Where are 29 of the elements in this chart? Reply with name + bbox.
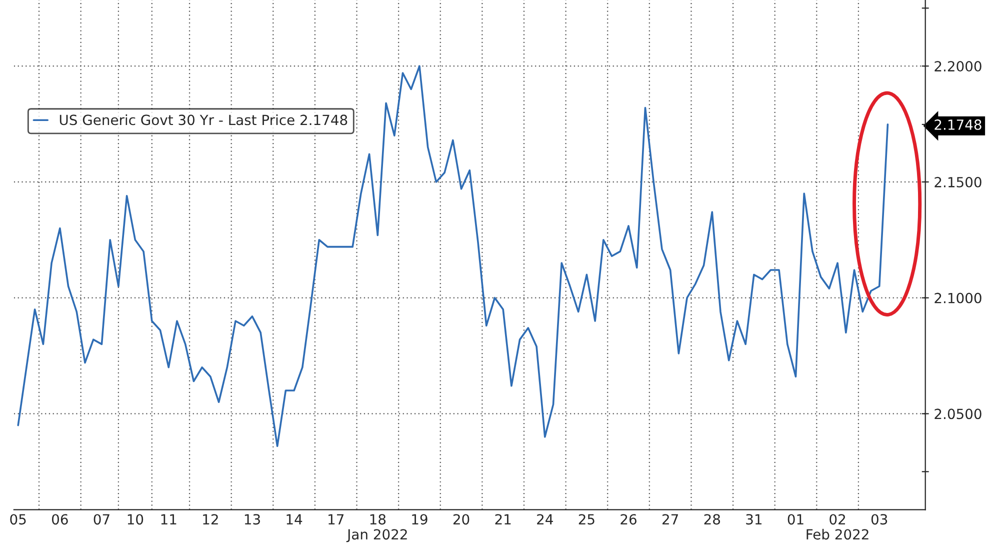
x-tick-label: 18 Jan 2022	[346, 514, 407, 542]
x-tick-label: 10	[128, 514, 144, 525]
x-tick-label: 27	[662, 514, 678, 524]
x-tick-label: 26	[620, 514, 636, 525]
y-tick-label: 2.1500	[934, 176, 982, 188]
x-tick-label: 03	[871, 514, 888, 525]
y-tick-label: 2.0500	[934, 408, 982, 420]
y-tick-label: 2.1000	[934, 292, 982, 304]
x-tick-label: 11	[161, 514, 176, 524]
x-tick-label: 25	[578, 514, 594, 525]
line-series	[17, 65, 889, 448]
x-tick-label: 31	[746, 514, 762, 525]
x-tick-label: 12	[203, 514, 218, 524]
x-tick-label: 20	[453, 514, 470, 525]
y-tick-label: 2.2000	[934, 61, 982, 72]
x-tick-label: 17	[328, 514, 344, 524]
x-tick-label: 24	[537, 514, 553, 524]
x-tick-label: 02 Feb 2022	[806, 514, 868, 540]
x-tick-label: 06	[52, 514, 68, 525]
x-tick-label: 07	[94, 514, 110, 525]
x-tick-label: 21	[495, 514, 511, 524]
x-tick-label: 01	[788, 514, 804, 525]
x-tick-label: 05	[10, 514, 26, 525]
x-tick-label: 28	[704, 514, 720, 525]
x-tick-label: 14	[286, 514, 302, 524]
x-tick-label: 19	[412, 514, 428, 525]
y-tick-label: 2.1748	[934, 119, 982, 130]
x-tick-label: 13	[244, 514, 260, 525]
legend-label: US Generic Govt 30 Yr - Last Price 2.1748	[60, 114, 348, 126]
